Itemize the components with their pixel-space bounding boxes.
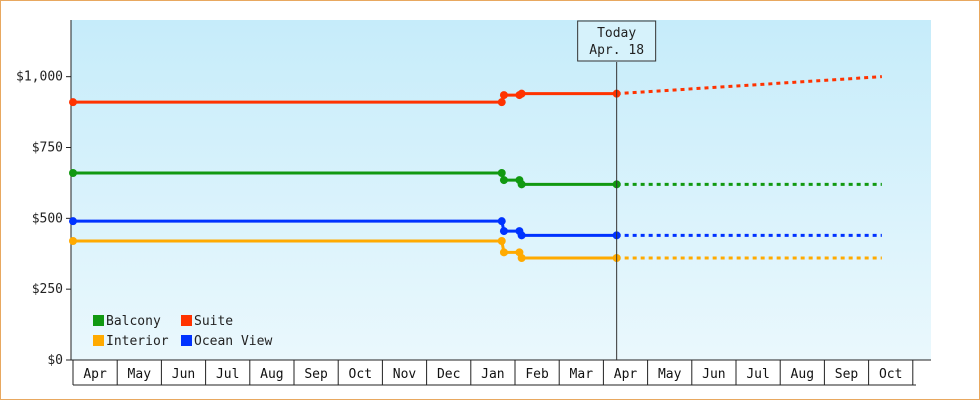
legend-swatch — [181, 335, 192, 346]
legend-label: Suite — [194, 314, 233, 329]
data-point — [499, 176, 508, 185]
month-label: Jun — [172, 367, 195, 382]
data-point — [497, 98, 506, 107]
month-label: May — [658, 367, 682, 382]
y-tick-label: $500 — [32, 211, 63, 226]
today-box — [577, 20, 657, 62]
series-line-0 — [73, 92, 617, 104]
month-label: Dec — [437, 367, 460, 382]
y-tick-label: $250 — [32, 282, 63, 297]
data-point — [517, 254, 526, 262]
data-point — [69, 217, 77, 226]
legend-item: Balcony — [93, 314, 161, 329]
month-label: May — [128, 367, 152, 382]
legend-swatch — [181, 315, 192, 326]
month-label: Nov — [393, 367, 417, 382]
data-point — [499, 91, 508, 100]
data-point — [497, 237, 506, 245]
month-label: Jan — [481, 367, 504, 382]
y-tick-label: $1,000 — [16, 70, 63, 85]
series-line-2 — [73, 219, 617, 237]
legend-swatch — [93, 315, 104, 326]
month-label: Apr — [614, 367, 638, 382]
month-label: Aug — [791, 367, 814, 382]
month-label: Jul — [216, 367, 239, 382]
data-point — [69, 169, 77, 177]
data-point — [517, 180, 526, 189]
data-point — [497, 169, 506, 177]
legend-item: Interior — [93, 334, 169, 349]
month-label: Jun — [702, 367, 725, 382]
month-label: Apr — [83, 367, 107, 382]
y-tick-label: $0 — [47, 353, 63, 368]
series-line-3 — [73, 239, 617, 260]
month-label: Sep — [835, 367, 859, 382]
legend-item: Suite — [181, 314, 233, 329]
data-point — [497, 217, 506, 226]
data-point — [517, 231, 526, 240]
legend-swatch — [93, 335, 104, 346]
data-point — [499, 248, 508, 257]
today-label: Today — [597, 26, 636, 41]
month-label: Sep — [304, 367, 328, 382]
legend-label: Interior — [106, 334, 169, 349]
month-label: Oct — [349, 367, 372, 382]
plot-area — [71, 20, 931, 360]
data-point — [69, 98, 77, 107]
legend-item: Ocean View — [181, 334, 272, 349]
month-label: Mar — [570, 367, 594, 382]
data-point — [499, 227, 508, 236]
month-label: Feb — [525, 367, 549, 382]
data-point — [69, 237, 77, 245]
legend-label: Ocean View — [194, 334, 272, 349]
legend-label: Balcony — [106, 314, 161, 329]
month-label: Oct — [879, 367, 902, 382]
today-date: Apr. 18 — [589, 43, 644, 58]
data-point — [517, 89, 526, 98]
series-line-1 — [73, 171, 617, 186]
month-label: Jul — [746, 367, 769, 382]
month-label: Aug — [260, 367, 283, 382]
y-tick-label: $750 — [32, 141, 63, 156]
